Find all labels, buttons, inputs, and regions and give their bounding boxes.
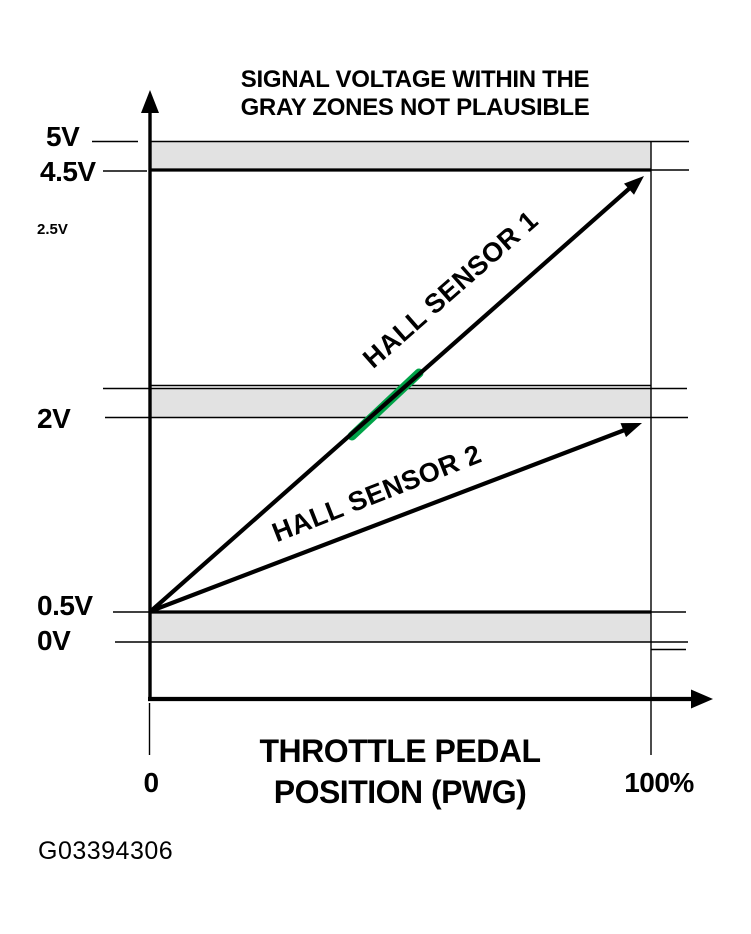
y-axis-label-2-5v: 2.5V [37,221,68,238]
figure-id: G03394306 [38,837,174,865]
x-axis-tick-label-0: 0 [143,767,159,798]
x-axis-title: THROTTLE PEDAL POSITION (PWG) [225,731,575,813]
x-axis-title-line2: POSITION (PWG) [273,774,527,810]
range-boundary-lines [151,168,651,614]
x-axis-title-line1: THROTTLE PEDAL [259,733,541,769]
hall-sensor-1-arrowhead [624,176,644,195]
y-axis-label-2v: 2V [37,403,71,434]
gray-zone-bottom [151,612,651,642]
y-axis-label-0-5v: 0.5V [37,590,93,621]
hall-sensor-1-line [149,185,633,613]
gray-zone-top [151,142,651,170]
hall-sensor-2-arrowhead [620,423,642,438]
x-axis-tick-label-100: 100% [624,767,694,798]
hall-sensor-2-line [150,427,627,613]
x-axis-arrowhead [691,689,713,709]
y-axis-arrowhead [141,90,159,113]
y-axis-label-4-5v: 4.5V [40,156,96,187]
chart-title: SIGNAL VOLTAGE WITHIN THE GRAY ZONES NOT… [180,66,650,122]
chart-title-line1: SIGNAL VOLTAGE WITHIN THE [240,66,590,93]
y-axis-label-5v: 5V [46,121,80,152]
chart-title-line2: GRAY ZONES NOT PLAUSIBLE [240,94,590,121]
y-axis-label-0v: 0V [37,625,71,656]
